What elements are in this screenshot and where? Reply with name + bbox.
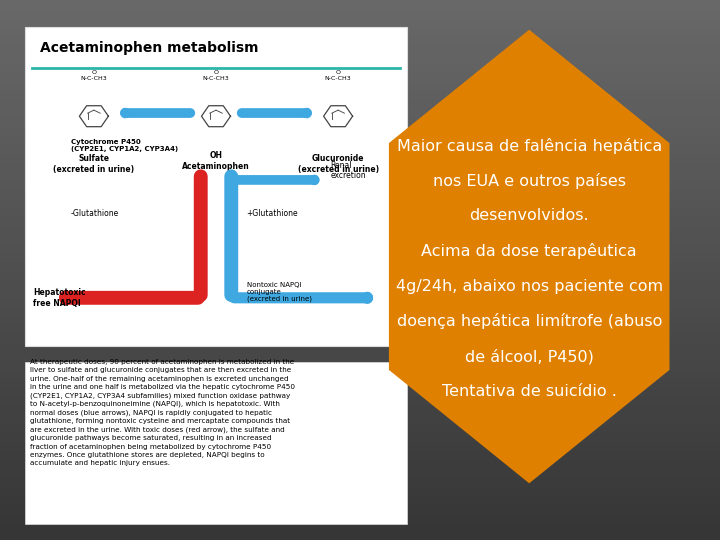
Bar (0, 9, 720, 18)
Bar (0, 297, 720, 306)
FancyBboxPatch shape (25, 27, 407, 346)
Bar (0, 513, 720, 522)
Bar (0, 45, 720, 54)
Bar (0, 342, 720, 351)
Bar (0, 153, 720, 162)
Bar (0, 144, 720, 153)
Bar (0, 450, 720, 459)
Bar (0, 423, 720, 432)
Bar (0, 216, 720, 225)
Bar (0, 396, 720, 405)
Bar (0, 18, 720, 27)
Text: doença hepática limítrofe (abuso: doença hepática limítrofe (abuso (397, 313, 662, 329)
Bar (0, 225, 720, 234)
Bar (0, 333, 720, 342)
Bar (0, 36, 720, 45)
Bar (0, 306, 720, 315)
Text: Cytochrome P450
(CYP2E1, CYP1A2, CYP3A4): Cytochrome P450 (CYP2E1, CYP1A2, CYP3A4) (71, 138, 178, 152)
Bar (0, 378, 720, 387)
Text: OH
Acetaminophen: OH Acetaminophen (182, 151, 250, 171)
Bar (0, 180, 720, 189)
Bar (0, 243, 720, 252)
Bar (0, 432, 720, 441)
Bar (0, 135, 720, 144)
Bar (0, 99, 720, 108)
Text: Acima da dose terapêutica: Acima da dose terapêutica (421, 243, 637, 259)
Bar (0, 477, 720, 486)
Bar (0, 360, 720, 369)
Bar (0, 441, 720, 450)
Bar (0, 162, 720, 171)
Bar (0, 252, 720, 261)
Bar (0, 72, 720, 81)
Bar (0, 171, 720, 180)
Text: 4g/24h, abaixo nos paciente com: 4g/24h, abaixo nos paciente com (395, 279, 663, 294)
Text: desenvolvidos.: desenvolvidos. (469, 208, 589, 224)
Bar (0, 405, 720, 414)
Bar (0, 189, 720, 198)
Text: Glucuronide
(excreted in urine): Glucuronide (excreted in urine) (297, 154, 379, 174)
Text: Hepatotoxic
free NAPQI: Hepatotoxic free NAPQI (33, 288, 86, 308)
FancyBboxPatch shape (25, 362, 407, 524)
Bar (0, 27, 720, 36)
Text: de álcool, P450): de álcool, P450) (465, 349, 593, 364)
Text: O
N-C-CH3: O N-C-CH3 (81, 70, 107, 81)
Text: Sulfate
(excreted in urine): Sulfate (excreted in urine) (53, 154, 135, 174)
Bar (0, 324, 720, 333)
Bar (0, 270, 720, 279)
Text: O
N-C-CH3: O N-C-CH3 (202, 70, 230, 81)
Bar (0, 369, 720, 378)
Bar (0, 126, 720, 135)
Bar (0, 90, 720, 99)
Bar (0, 387, 720, 396)
Text: nos EUA e outros países: nos EUA e outros países (433, 173, 626, 189)
Polygon shape (389, 30, 670, 483)
Text: -Glutathione: -Glutathione (71, 208, 120, 218)
Bar (0, 234, 720, 243)
Bar (0, 522, 720, 531)
Bar (0, 108, 720, 117)
Text: O
N-C-CH3: O N-C-CH3 (325, 70, 351, 81)
Text: Renal
excretion: Renal excretion (330, 161, 366, 180)
Text: Acetaminophen metabolism: Acetaminophen metabolism (40, 40, 258, 55)
Bar (0, 495, 720, 504)
Bar (0, 54, 720, 63)
Text: +Glutathione: +Glutathione (246, 208, 298, 218)
Bar (0, 414, 720, 423)
Bar (0, 351, 720, 360)
Bar (0, 486, 720, 495)
Bar (0, 261, 720, 270)
Bar (0, 117, 720, 126)
Bar (0, 279, 720, 288)
Bar (0, 0, 720, 9)
Bar (0, 459, 720, 468)
Bar (0, 288, 720, 297)
Bar (0, 504, 720, 513)
Text: Nontoxic NAPQI
conjugate
(excreted in urine): Nontoxic NAPQI conjugate (excreted in ur… (246, 282, 312, 302)
Text: Tentativa de suicídio .: Tentativa de suicídio . (442, 384, 616, 399)
Bar (0, 198, 720, 207)
Bar (0, 63, 720, 72)
Bar (0, 207, 720, 216)
Bar (0, 81, 720, 90)
Text: Maior causa de falência hepática: Maior causa de falência hepática (397, 138, 662, 154)
Text: At therapeutic doses, 90 percent of acetaminophen is metabolized in the
liver to: At therapeutic doses, 90 percent of acet… (30, 359, 295, 466)
Bar (0, 315, 720, 324)
Bar (0, 468, 720, 477)
Bar (0, 531, 720, 540)
